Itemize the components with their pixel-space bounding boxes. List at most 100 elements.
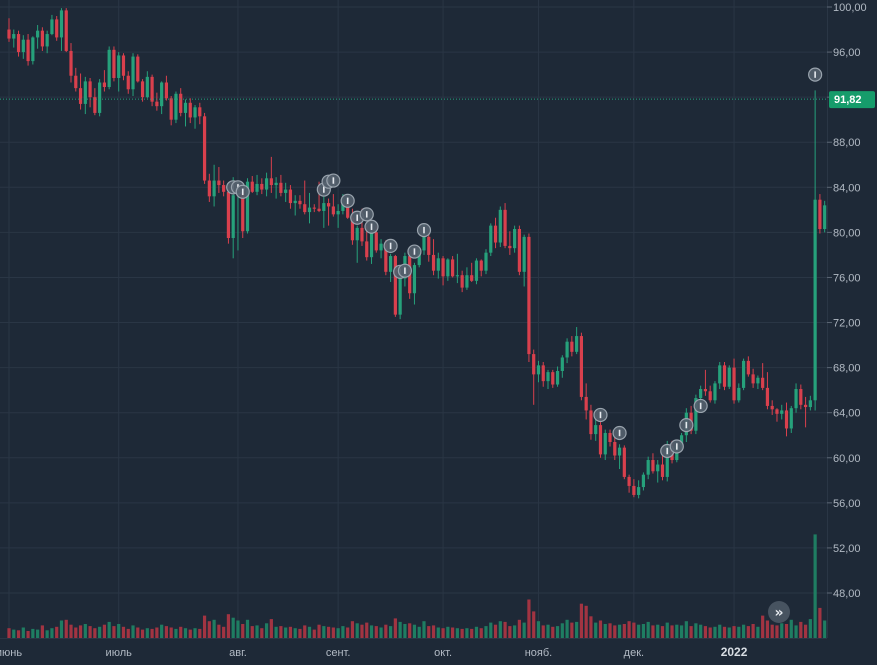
candle xyxy=(756,375,760,390)
event-marker[interactable] xyxy=(326,173,341,188)
candle xyxy=(93,88,97,116)
volume-bar xyxy=(699,624,703,638)
candle xyxy=(169,96,173,126)
candle-body xyxy=(374,232,378,251)
candle xyxy=(212,164,216,207)
volume-bar xyxy=(7,628,11,638)
candle-body xyxy=(441,258,445,277)
info-icon xyxy=(666,447,669,455)
volume-bar xyxy=(412,624,417,638)
info-icon xyxy=(404,267,406,274)
scroll-to-realtime-button[interactable]: » xyxy=(768,601,790,623)
price-axis[interactable]: 100,0096,0092,0088,0084,0080,0076,0072,0… xyxy=(827,0,877,665)
candle xyxy=(55,16,59,41)
candle xyxy=(579,332,583,401)
candle-body xyxy=(260,183,264,190)
candle-body xyxy=(331,206,335,215)
volume-bar xyxy=(279,626,283,638)
double-chevron-right-icon[interactable]: » xyxy=(774,605,783,621)
volume-bar xyxy=(379,627,383,638)
candle-body xyxy=(489,225,493,253)
candle-body xyxy=(741,360,746,388)
candle-body xyxy=(93,97,97,113)
candle xyxy=(369,230,374,264)
candle xyxy=(513,225,517,253)
info-icon xyxy=(346,197,349,205)
scroll-button-bg[interactable] xyxy=(768,601,790,623)
event-marker[interactable] xyxy=(612,425,627,441)
volume-bar xyxy=(188,629,192,638)
candle xyxy=(708,385,712,403)
info-icon xyxy=(413,248,416,255)
candle-body xyxy=(718,365,722,384)
volume-bar xyxy=(422,621,426,638)
event-marker[interactable] xyxy=(669,439,684,454)
candle-body xyxy=(474,260,479,281)
candle-body xyxy=(551,372,555,385)
candle xyxy=(560,355,564,378)
candle-body xyxy=(169,98,173,120)
candle xyxy=(794,383,798,413)
candle-body xyxy=(83,81,87,104)
volume-bar xyxy=(479,628,483,638)
candle-body xyxy=(212,180,216,197)
candle xyxy=(431,239,436,276)
candle xyxy=(555,366,560,387)
volume-bar xyxy=(160,624,164,638)
event-marker[interactable] xyxy=(364,219,379,234)
candle xyxy=(465,267,469,290)
candle-body xyxy=(460,275,464,288)
candle xyxy=(183,99,188,127)
candle-body xyxy=(455,275,459,277)
candle-body xyxy=(532,354,536,375)
candle xyxy=(298,195,302,209)
candle xyxy=(69,43,73,83)
candle-body xyxy=(579,336,583,397)
event-marker[interactable] xyxy=(359,207,374,222)
date-axis[interactable]: июнь июль авг. сент. окт. нояб. дек. 2022 xyxy=(0,638,877,665)
event-marker[interactable] xyxy=(235,184,250,199)
volume-bar xyxy=(493,624,498,638)
candle xyxy=(88,77,92,108)
candle xyxy=(765,372,770,410)
candle-body xyxy=(350,217,355,241)
event-marker[interactable] xyxy=(416,223,432,238)
candle xyxy=(808,395,812,411)
event-marker[interactable] xyxy=(593,407,608,423)
candle xyxy=(107,46,111,90)
price-tick-label: 84,00 xyxy=(833,182,861,194)
volume-bar xyxy=(389,626,393,638)
candle xyxy=(656,460,660,483)
candle-body xyxy=(112,49,116,78)
volume-bar xyxy=(813,534,817,638)
candle xyxy=(207,173,211,202)
date-label: авг. xyxy=(229,647,247,659)
event-marker[interactable] xyxy=(693,398,708,414)
volume-bar xyxy=(498,621,502,638)
candle-body xyxy=(45,34,49,47)
event-marker[interactable] xyxy=(679,417,694,433)
price-tick-label: 48,00 xyxy=(833,588,861,600)
event-marker[interactable] xyxy=(407,244,422,259)
volume-bar xyxy=(164,626,169,638)
candle xyxy=(436,252,440,279)
candle-body xyxy=(637,487,641,495)
volume-bar xyxy=(451,627,455,638)
candle xyxy=(150,74,154,107)
volume-bar xyxy=(274,626,278,638)
volume-bar xyxy=(26,631,30,638)
event-marker[interactable] xyxy=(383,238,398,254)
candle-body xyxy=(317,208,321,211)
candle-body xyxy=(513,229,517,249)
candle xyxy=(331,194,335,217)
candle xyxy=(455,253,459,284)
event-marker[interactable] xyxy=(808,67,823,82)
volume-bar xyxy=(336,628,340,638)
event-marker[interactable] xyxy=(340,193,355,208)
volume-bar xyxy=(803,624,808,638)
event-marker[interactable] xyxy=(397,263,413,278)
volume-bar xyxy=(503,621,507,638)
candle xyxy=(288,185,293,209)
volume-bar xyxy=(12,629,16,638)
